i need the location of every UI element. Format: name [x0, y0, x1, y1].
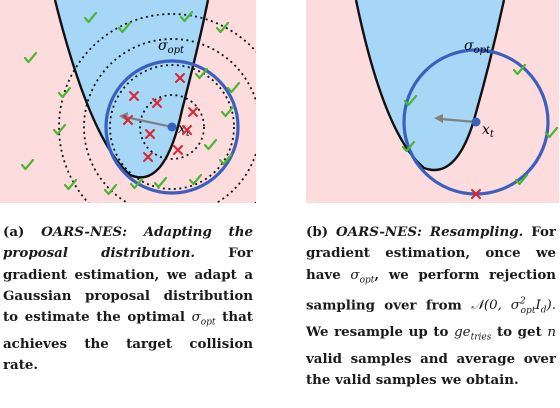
caption-a: (a) OARS-NES: Adapting the proposal dist…	[3, 222, 253, 377]
sigma-opt-label: σopt	[158, 38, 185, 56]
valley-boundary	[354, 0, 506, 172]
valley-region	[356, 0, 504, 170]
dotted-circle-large	[83, 38, 256, 203]
caption-b-normal: 𝒩(0, σ2optId).	[471, 296, 556, 316]
caption-b-tag: (b)	[306, 224, 329, 240]
caption-b-tries: getries	[454, 325, 492, 343]
valley-boundary	[53, 0, 210, 179]
caption-b-body-1: For gradient estimation, once we have	[306, 224, 556, 283]
valley-region	[55, 0, 208, 178]
caption-a-tag: (a)	[3, 224, 25, 240]
gradient-arrow	[440, 117, 477, 124]
caption-b-body-5: valid samples and average over the valid…	[306, 350, 556, 389]
gradient-arrowhead	[434, 114, 443, 123]
dotted-circle-small	[139, 94, 205, 160]
caption-b-body-2: , we perform rejection sampling over fro…	[306, 266, 556, 314]
caption-b-body-3: We resample up to	[306, 324, 449, 340]
caption-a-body-1: For gradient estimation, we adapt a Gaus…	[3, 245, 253, 326]
dotted-circle-medium	[109, 64, 235, 190]
caption-b-body-4: to get	[496, 324, 542, 340]
panel-b-figure: xt σopt	[306, 0, 559, 203]
caption-b: (b) OARS-NES: Resampling. For gradient e…	[306, 222, 556, 392]
sigma-opt-label: σopt	[464, 38, 491, 56]
current-point	[167, 122, 177, 132]
current-point	[471, 117, 481, 127]
caption-a-body-2: that achieves the target collision rate.	[3, 309, 253, 374]
caption-a-sigma: σopt	[191, 310, 216, 328]
caption-b-sigma: σopt	[350, 267, 375, 286]
x-t-label: xt	[482, 122, 495, 140]
gradient-arrow	[124, 115, 173, 129]
caption-b-n: n	[547, 325, 556, 340]
panel-a-figure: xt σopt	[0, 0, 256, 203]
x-t-label: xt	[178, 121, 191, 139]
caption-b-title: OARS-NES: Resampling.	[336, 224, 524, 240]
sigma-opt-circle	[104, 59, 240, 195]
caption-a-title: OARS-NES: Adapting the proposal distribu…	[3, 224, 253, 262]
